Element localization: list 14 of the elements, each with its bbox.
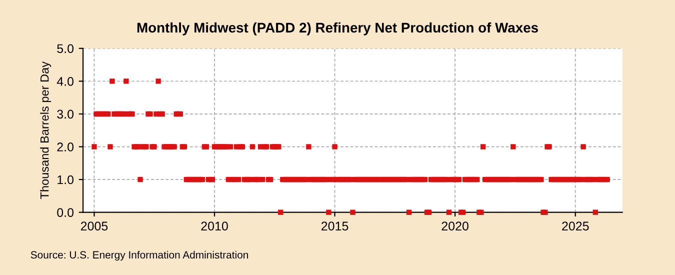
- y-tick-label: 2.0: [57, 142, 74, 152]
- y-tick-label: 0.0: [57, 208, 74, 217]
- x-tick-label: 2005: [80, 222, 108, 231]
- y-tick-label: 1.0: [58, 175, 74, 184]
- chart-title: Monthly Midwest (PADD 2) Refinery Net Production of Waxes: [137, 22, 538, 36]
- y-tick-label: 3.0: [57, 110, 74, 119]
- y-axis-title: Thousand Barrels per Day: [40, 61, 52, 199]
- x-tick-label: 2025: [562, 222, 589, 231]
- x-tick-label: 2015: [322, 222, 348, 231]
- x-tick-label: 2020: [442, 222, 468, 231]
- source-note: Source: U.S. Energy Information Administration: [30, 250, 248, 261]
- y-tick-label: 5.0: [57, 44, 74, 54]
- y-tick-label: 4.0: [56, 76, 74, 86]
- x-tick-label: 2010: [201, 222, 228, 231]
